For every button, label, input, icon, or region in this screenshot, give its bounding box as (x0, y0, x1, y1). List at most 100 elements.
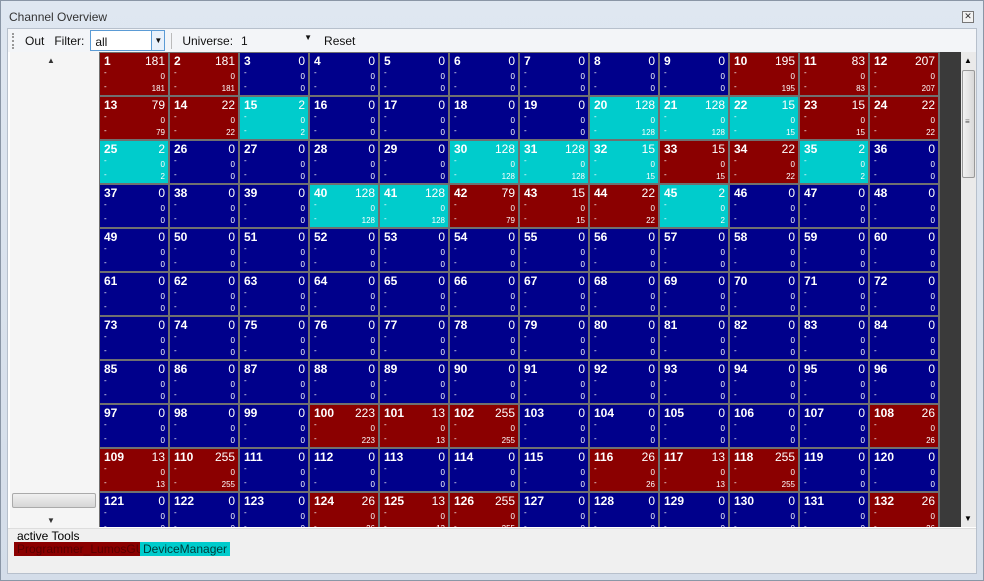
channel-cell[interactable]: 42 79 - 0 - 79 (450, 185, 518, 227)
channel-cell[interactable]: 64 0 - 0 - 0 (310, 273, 378, 315)
channel-cell[interactable]: 19 0 - 0 - 0 (520, 97, 588, 139)
toolbar-grip[interactable] (12, 32, 15, 49)
channel-cell[interactable]: 84 0 - 0 - 0 (870, 317, 938, 359)
channel-cell[interactable]: 53 0 - 0 - 0 (380, 229, 448, 271)
channel-cell[interactable]: 65 0 - 0 - 0 (380, 273, 448, 315)
channel-cell[interactable]: 12 207 - 0 - 207 (870, 53, 938, 95)
channel-cell[interactable]: 127 0 - 0 - 0 (520, 493, 588, 527)
channel-cell[interactable]: 67 0 - 0 - 0 (520, 273, 588, 315)
filter-dropdown[interactable]: all ▼ (90, 30, 166, 51)
channel-cell[interactable]: 58 0 - 0 - 0 (730, 229, 798, 271)
channel-cell[interactable]: 77 0 - 0 - 0 (380, 317, 448, 359)
vertical-scrollbar[interactable]: ▲ ≡ ▼ (961, 52, 976, 527)
channel-cell[interactable]: 122 0 - 0 - 0 (170, 493, 238, 527)
channel-cell[interactable]: 112 0 - 0 - 0 (310, 449, 378, 491)
close-icon[interactable]: ✕ (962, 11, 974, 23)
channel-cell[interactable]: 100 223 - 0 - 223 (310, 405, 378, 447)
channel-cell[interactable]: 82 0 - 0 - 0 (730, 317, 798, 359)
channel-cell[interactable]: 30 128 - 0 - 128 (450, 141, 518, 183)
channel-cell[interactable]: 14 22 - 0 - 22 (170, 97, 238, 139)
tool-devicemanager[interactable]: DeviceManager (140, 542, 231, 556)
channel-cell[interactable]: 27 0 - 0 - 0 (240, 141, 308, 183)
channel-cell[interactable]: 5 0 - 0 - 0 (380, 53, 448, 95)
channel-cell[interactable]: 90 0 - 0 - 0 (450, 361, 518, 403)
channel-cell[interactable]: 45 2 - 0 - 2 (660, 185, 728, 227)
scroll-up-icon[interactable]: ▲ (47, 56, 55, 65)
channel-cell[interactable]: 74 0 - 0 - 0 (170, 317, 238, 359)
channel-cell[interactable]: 49 0 - 0 - 0 (100, 229, 168, 271)
channel-cell[interactable]: 22 15 - 0 - 15 (730, 97, 798, 139)
channel-cell[interactable]: 94 0 - 0 - 0 (730, 361, 798, 403)
channel-cell[interactable]: 56 0 - 0 - 0 (590, 229, 658, 271)
channel-cell[interactable]: 17 0 - 0 - 0 (380, 97, 448, 139)
channel-cell[interactable]: 39 0 - 0 - 0 (240, 185, 308, 227)
channel-cell[interactable]: 1 181 - 0 - 181 (100, 53, 168, 95)
channel-cell[interactable]: 52 0 - 0 - 0 (310, 229, 378, 271)
channel-cell[interactable]: 76 0 - 0 - 0 (310, 317, 378, 359)
channel-cell[interactable]: 80 0 - 0 - 0 (590, 317, 658, 359)
channel-cell[interactable]: 123 0 - 0 - 0 (240, 493, 308, 527)
channel-cell[interactable]: 51 0 - 0 - 0 (240, 229, 308, 271)
channel-cell[interactable]: 68 0 - 0 - 0 (590, 273, 658, 315)
scrollbar-thumb[interactable] (12, 493, 96, 508)
scroll-down-icon[interactable]: ▼ (964, 514, 972, 523)
channel-cell[interactable]: 120 0 - 0 - 0 (870, 449, 938, 491)
channel-cell[interactable]: 111 0 - 0 - 0 (240, 449, 308, 491)
channel-cell[interactable]: 54 0 - 0 - 0 (450, 229, 518, 271)
channel-cell[interactable]: 11 83 - 0 - 83 (800, 53, 868, 95)
channel-cell[interactable]: 40 128 - 0 - 128 (310, 185, 378, 227)
channel-cell[interactable]: 29 0 - 0 - 0 (380, 141, 448, 183)
channel-cell[interactable]: 78 0 - 0 - 0 (450, 317, 518, 359)
scroll-down-icon[interactable]: ▼ (47, 516, 55, 525)
channel-cell[interactable]: 99 0 - 0 - 0 (240, 405, 308, 447)
channel-cell[interactable]: 125 13 - 0 - 13 (380, 493, 448, 527)
channel-cell[interactable]: 132 26 - 0 - 26 (870, 493, 938, 527)
channel-cell[interactable]: 97 0 - 0 - 0 (100, 405, 168, 447)
chevron-down-icon[interactable]: ▼ (151, 31, 165, 50)
channel-cell[interactable]: 107 0 - 0 - 0 (800, 405, 868, 447)
channel-cell[interactable]: 63 0 - 0 - 0 (240, 273, 308, 315)
channel-cell[interactable]: 129 0 - 0 - 0 (660, 493, 728, 527)
channel-cell[interactable]: 44 22 - 0 - 22 (590, 185, 658, 227)
channel-cell[interactable]: 104 0 - 0 - 0 (590, 405, 658, 447)
channel-cell[interactable]: 25 2 - 0 - 2 (100, 141, 168, 183)
scroll-up-icon[interactable]: ▲ (964, 56, 972, 65)
channel-cell[interactable]: 121 0 - 0 - 0 (100, 493, 168, 527)
reset-button[interactable]: Reset (324, 33, 356, 48)
channel-cell[interactable]: 92 0 - 0 - 0 (590, 361, 658, 403)
channel-cell[interactable]: 103 0 - 0 - 0 (520, 405, 588, 447)
channel-cell[interactable]: 116 26 - 0 - 26 (590, 449, 658, 491)
channel-cell[interactable]: 48 0 - 0 - 0 (870, 185, 938, 227)
channel-cell[interactable]: 81 0 - 0 - 0 (660, 317, 728, 359)
channel-cell[interactable]: 83 0 - 0 - 0 (800, 317, 868, 359)
channel-cell[interactable]: 50 0 - 0 - 0 (170, 229, 238, 271)
channel-cell[interactable]: 13 79 - 0 - 79 (100, 97, 168, 139)
channel-cell[interactable]: 117 13 - 0 - 13 (660, 449, 728, 491)
channel-cell[interactable]: 95 0 - 0 - 0 (800, 361, 868, 403)
out-button[interactable]: Out (25, 33, 45, 48)
channel-cell[interactable]: 75 0 - 0 - 0 (240, 317, 308, 359)
channel-cell[interactable]: 2 181 - 0 - 181 (170, 53, 238, 95)
universe-dropdown[interactable]: 1 ▼ (239, 31, 315, 50)
channel-cell[interactable]: 72 0 - 0 - 0 (870, 273, 938, 315)
channel-cell[interactable]: 20 128 - 0 - 128 (590, 97, 658, 139)
channel-cell[interactable]: 15 2 - 0 - 2 (240, 97, 308, 139)
channel-cell[interactable]: 73 0 - 0 - 0 (100, 317, 168, 359)
channel-cell[interactable]: 85 0 - 0 - 0 (100, 361, 168, 403)
channel-cell[interactable]: 98 0 - 0 - 0 (170, 405, 238, 447)
channel-cell[interactable]: 115 0 - 0 - 0 (520, 449, 588, 491)
channel-cell[interactable]: 128 0 - 0 - 0 (590, 493, 658, 527)
channel-cell[interactable]: 126 255 - 0 - 255 (450, 493, 518, 527)
channel-cell[interactable]: 43 15 - 0 - 15 (520, 185, 588, 227)
channel-cell[interactable]: 91 0 - 0 - 0 (520, 361, 588, 403)
channel-cell[interactable]: 108 26 - 0 - 26 (870, 405, 938, 447)
channel-cell[interactable]: 32 15 - 0 - 15 (590, 141, 658, 183)
channel-cell[interactable]: 31 128 - 0 - 128 (520, 141, 588, 183)
channel-cell[interactable]: 21 128 - 0 - 128 (660, 97, 728, 139)
channel-cell[interactable]: 55 0 - 0 - 0 (520, 229, 588, 271)
channel-cell[interactable]: 9 0 - 0 - 0 (660, 53, 728, 95)
channel-cell[interactable]: 3 0 - 0 - 0 (240, 53, 308, 95)
channel-cell[interactable]: 69 0 - 0 - 0 (660, 273, 728, 315)
channel-cell[interactable]: 114 0 - 0 - 0 (450, 449, 518, 491)
channel-cell[interactable]: 37 0 - 0 - 0 (100, 185, 168, 227)
